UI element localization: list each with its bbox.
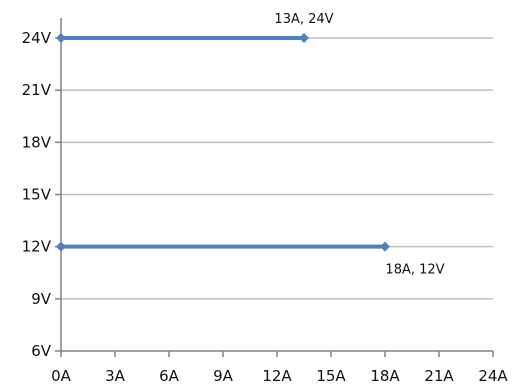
y-tick-label-0: 6V bbox=[31, 342, 52, 360]
x-tick-label-2: 6A bbox=[159, 367, 180, 385]
data-label-0: 13A, 24V bbox=[274, 12, 333, 27]
series-0-point-0 bbox=[56, 33, 66, 43]
axes bbox=[60, 18, 493, 352]
series-group bbox=[56, 33, 390, 252]
y-tick-label-5: 21V bbox=[22, 81, 52, 99]
x-tick-label-0: 0A bbox=[51, 367, 72, 385]
x-tick-label-1: 3A bbox=[105, 367, 126, 385]
x-tick-label-5: 15A bbox=[316, 367, 346, 385]
x-tick-label-7: 21A bbox=[424, 367, 454, 385]
y-tick-label-4: 18V bbox=[22, 133, 52, 151]
y-tick-label-1: 9V bbox=[31, 290, 52, 308]
x-tick-label-6: 18A bbox=[370, 367, 400, 385]
y-axis-ticks: 6V 9V 12V 15V 18V 21V 24V bbox=[22, 29, 61, 360]
data-labels: 13A, 24V 18A, 12V bbox=[274, 12, 444, 278]
x-axis-ticks: 0A 3A 6A 9A 12A 15A 18A 21A 24A bbox=[51, 351, 508, 385]
grid-lines bbox=[61, 37, 493, 300]
series-0-point-1 bbox=[299, 33, 309, 43]
x-tick-label-8: 24A bbox=[478, 367, 508, 385]
data-label-1: 18A, 12V bbox=[385, 263, 444, 278]
x-tick-label-3: 9A bbox=[213, 367, 234, 385]
y-tick-label-2: 12V bbox=[22, 238, 52, 256]
series-1-point-1 bbox=[380, 241, 390, 252]
series-1-point-0 bbox=[56, 241, 66, 252]
y-tick-label-6: 24V bbox=[22, 29, 52, 47]
y-tick-label-3: 15V bbox=[22, 186, 52, 204]
x-tick-label-4: 12A bbox=[262, 367, 292, 385]
